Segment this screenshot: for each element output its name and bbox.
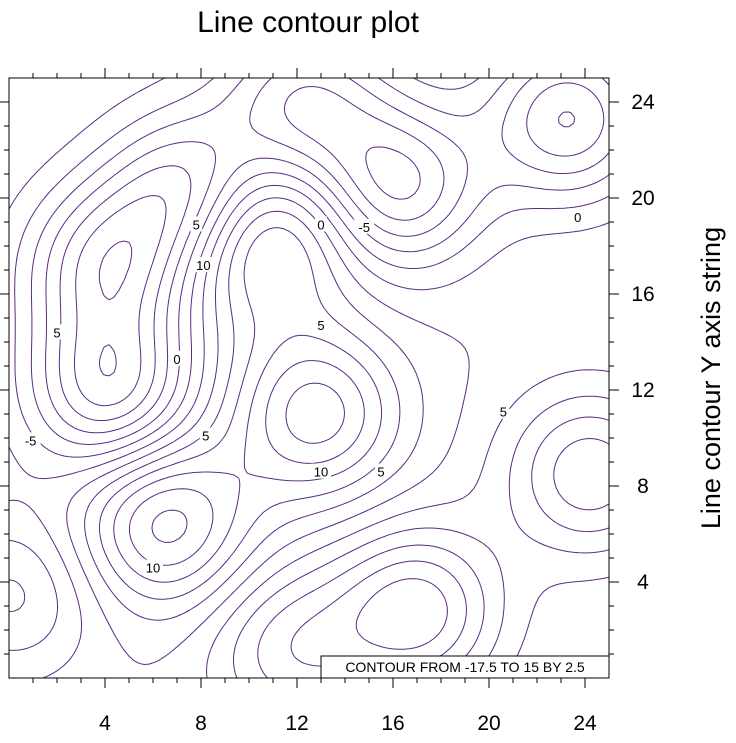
- contour-label-bg: [375, 463, 387, 479]
- contour-label: 0: [317, 217, 324, 232]
- contour-line-neg5: [8, 77, 610, 679]
- contour-info-box: CONTOUR FROM -17.5 TO 15 BY 2.5: [320, 655, 610, 679]
- y-tick-label: 16: [631, 283, 654, 306]
- contour-label-bg: [20, 432, 41, 448]
- y-tick-label: 8: [637, 475, 649, 498]
- contour-label: 0: [173, 352, 180, 367]
- chart-title: Line contour plot: [197, 6, 419, 39]
- contour-label-bg: [193, 257, 214, 273]
- contour-label-bg: [199, 427, 212, 443]
- y-tick-labels: 4 8 12 16 20 24: [631, 91, 655, 594]
- contour-label-bg: [571, 209, 584, 225]
- contour-line-5: [98, 227, 401, 600]
- contour-label-bg: [311, 463, 331, 479]
- contour-label-bg: [143, 559, 163, 575]
- contour-label: 5: [53, 325, 60, 340]
- contour-line-7_5: [113, 334, 383, 583]
- contour-line-12_5: [151, 382, 345, 543]
- contour-label: -5: [358, 220, 370, 235]
- contour-label-bg: [354, 218, 375, 234]
- x-tick-label: 4: [99, 712, 111, 735]
- contour-line-neg17_5: [98, 240, 133, 377]
- contour-line-neg15: [74, 111, 576, 407]
- contour-label-bg: [171, 350, 183, 366]
- contour-label-bg: [51, 324, 63, 340]
- contour-label: 10: [314, 465, 328, 480]
- x-tick-label: 12: [285, 712, 308, 735]
- contour-label: 5: [500, 405, 507, 420]
- contour-label: 10: [196, 258, 210, 273]
- contour-label-bg: [497, 403, 510, 419]
- contour-label: 5: [377, 465, 384, 480]
- x-tick-label: 20: [477, 712, 500, 735]
- contour-label-bg: [315, 216, 327, 232]
- plot-frame: [8, 77, 610, 679]
- axis-ticks: [0, 68, 619, 688]
- contour-label-bg: [190, 216, 203, 232]
- x-tick-label: 16: [381, 712, 404, 735]
- contour-label: 5: [202, 429, 209, 444]
- contour-label: 5: [317, 318, 324, 333]
- contour-line-neg7_5: [8, 77, 610, 679]
- contour-line-neg2_5: [8, 77, 610, 679]
- y-tick-label: 20: [631, 187, 654, 210]
- contour-label: 0: [574, 210, 581, 225]
- contour-info-text: CONTOUR FROM -17.5 TO 15 BY 2.5: [345, 659, 585, 675]
- y-tick-label: 12: [631, 379, 654, 402]
- x-tick-label: 8: [195, 712, 207, 735]
- y-tick-label: 24: [631, 91, 655, 114]
- x-tick-labels: 4 8 12 16 20 24: [99, 712, 597, 735]
- contour-line-neg10: [45, 77, 610, 669]
- contour-line-10: [128, 360, 365, 566]
- contour-lines: [8, 77, 610, 679]
- contour-line-neg12_5: [58, 82, 605, 650]
- x-tick-label: 24: [573, 712, 597, 735]
- y-tick-label: 4: [637, 571, 649, 594]
- contour-label: 5: [193, 217, 200, 232]
- contour-label-bg: [315, 317, 327, 333]
- contour-labels: 5 10 0 -5 0 5 5 0 -5 5 10 5 5 10: [20, 209, 584, 576]
- y-axis-label: Line contour Y axis string: [696, 227, 726, 529]
- contour-info-frame: [320, 655, 610, 679]
- contour-label: -5: [25, 433, 37, 448]
- contour-label: 10: [146, 561, 160, 576]
- contour-line-0: [66, 197, 470, 665]
